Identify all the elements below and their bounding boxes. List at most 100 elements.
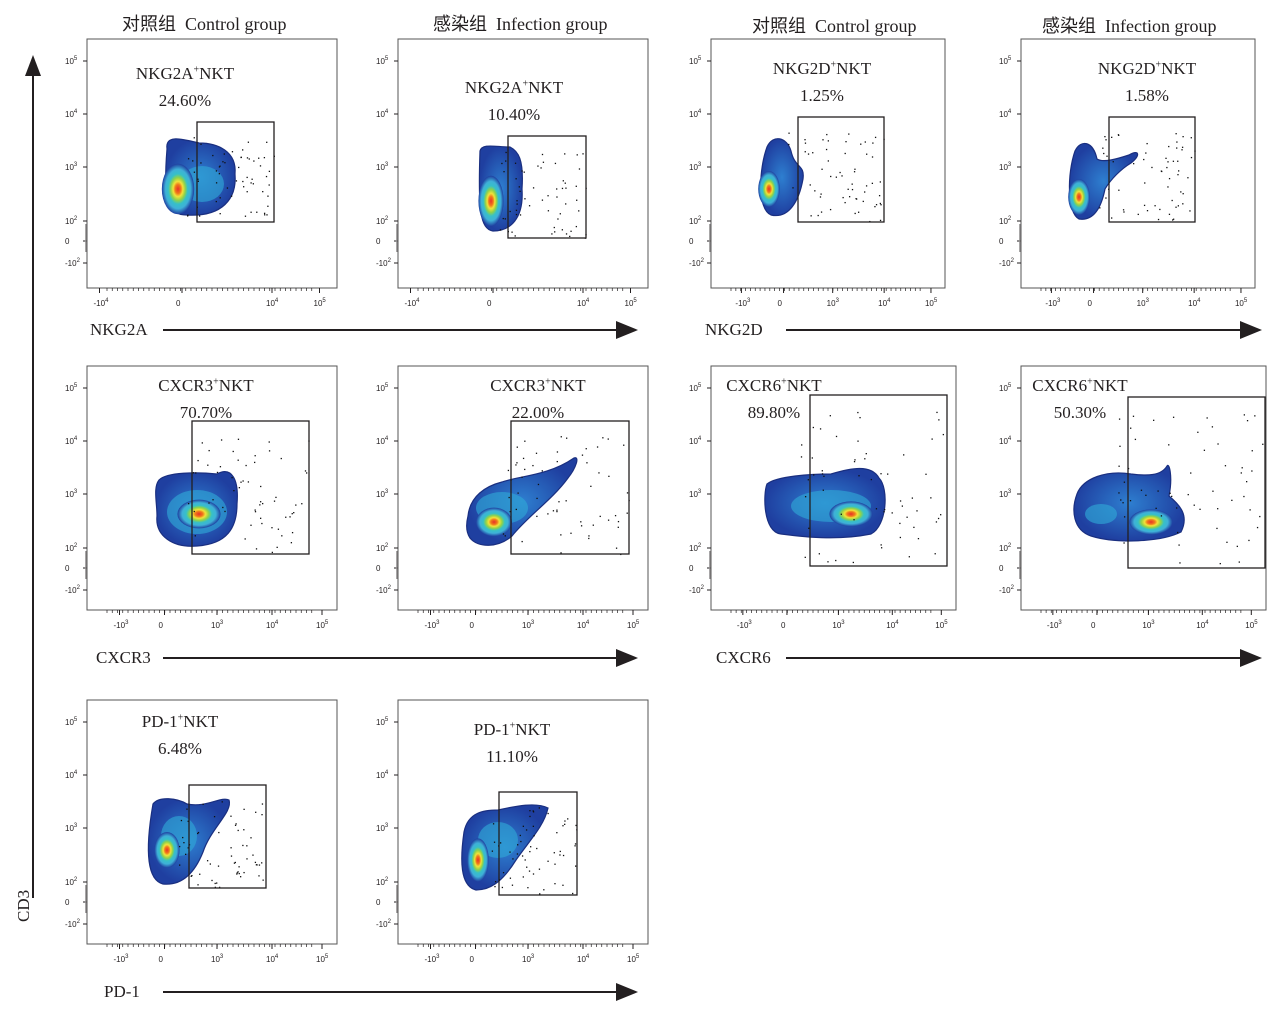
event-dot	[182, 836, 184, 839]
event-dot	[187, 158, 190, 160]
y-tick-label: 103	[999, 162, 1012, 172]
event-dot	[250, 524, 252, 526]
x-axis-label-pd1: PD-1	[104, 982, 140, 1001]
gate-box[interactable]	[188, 784, 267, 889]
gate-label: CXCR6+NKT 50.30%	[1020, 372, 1140, 426]
event-dot	[565, 187, 567, 189]
event-dot	[254, 861, 257, 864]
event-dot	[1177, 531, 1179, 534]
x-tick-label: 105	[1245, 620, 1258, 630]
event-dot	[804, 139, 806, 141]
event-dot	[1249, 509, 1251, 511]
event-dot	[519, 214, 522, 216]
event-dot	[494, 885, 496, 888]
event-dot	[243, 808, 245, 811]
event-dot	[556, 188, 558, 190]
event-dot	[872, 142, 874, 144]
event-dot	[556, 510, 558, 513]
event-dot	[248, 158, 250, 160]
event-dot	[267, 195, 269, 197]
event-dot	[212, 499, 214, 501]
event-dot	[231, 476, 233, 479]
event-dot	[1133, 163, 1135, 165]
event-dot	[596, 446, 599, 448]
gate-percent: 1.25%	[800, 86, 844, 106]
plot-frame	[397, 38, 649, 289]
event-dot	[1154, 205, 1156, 207]
gate-box[interactable]	[809, 394, 948, 567]
event-dot	[862, 200, 864, 203]
y-tick-label: 104	[376, 109, 389, 119]
event-dot	[187, 820, 189, 822]
event-dot	[242, 180, 244, 183]
event-dot	[829, 415, 831, 417]
gate-box[interactable]	[507, 135, 587, 239]
event-dot	[242, 844, 244, 847]
event-dot	[930, 497, 932, 499]
event-dot	[505, 151, 507, 154]
event-dot	[819, 196, 822, 198]
gate-population-name: CXCR6+NKT	[726, 376, 822, 395]
event-dot	[1190, 137, 1192, 139]
event-dot	[185, 853, 187, 855]
event-dot	[537, 483, 540, 486]
event-dot	[547, 513, 549, 515]
event-dot	[598, 472, 600, 474]
flow-panel-7: 105 104 103 102 0 -102 -103 0 103 104 105	[689, 365, 957, 630]
event-dot	[231, 151, 234, 153]
event-dot	[551, 233, 553, 235]
event-dot	[823, 475, 825, 477]
event-dot	[539, 893, 541, 895]
gate-box[interactable]	[191, 420, 310, 555]
event-dot	[258, 864, 261, 866]
event-dot	[1176, 507, 1178, 509]
event-dot	[547, 812, 549, 815]
event-dot	[262, 190, 264, 193]
gate-box[interactable]	[196, 121, 275, 223]
x-tick-label: -103	[425, 954, 441, 964]
event-dot	[1177, 160, 1179, 162]
event-dot	[820, 193, 822, 195]
event-dot	[258, 875, 260, 877]
event-dot	[1211, 426, 1214, 428]
event-dot	[851, 188, 854, 191]
event-dot	[538, 807, 540, 809]
event-dot	[847, 188, 849, 190]
event-dot	[521, 476, 523, 478]
event-dot	[878, 194, 881, 197]
event-dot	[263, 156, 266, 159]
event-dot	[540, 167, 542, 169]
event-dot	[561, 229, 564, 231]
density-core	[1068, 179, 1090, 215]
event-dot	[197, 884, 199, 886]
gate-box[interactable]	[498, 791, 578, 896]
event-dot	[935, 521, 938, 523]
event-dot	[626, 512, 628, 514]
y-tick-label: -102	[999, 585, 1015, 595]
gate-label: NKG2A+NKT 24.60%	[125, 60, 245, 114]
event-dot	[238, 866, 240, 868]
event-dot	[536, 515, 538, 518]
event-dot	[1169, 492, 1171, 494]
gate-box[interactable]	[510, 420, 630, 555]
event-dot	[243, 829, 245, 831]
y-tick-label: 105	[376, 56, 389, 66]
event-dot	[230, 847, 232, 849]
event-dot	[554, 883, 556, 885]
event-dot	[562, 180, 564, 182]
event-dot	[268, 184, 270, 186]
header-en: Infection group	[1105, 16, 1217, 36]
event-dot	[290, 542, 293, 544]
event-dot	[566, 437, 568, 439]
event-dot	[874, 136, 877, 139]
event-dot	[1165, 157, 1167, 159]
gate-box[interactable]	[1127, 396, 1266, 569]
gate-box[interactable]	[797, 116, 885, 223]
event-dot	[501, 886, 504, 889]
event-dot	[246, 191, 248, 193]
gate-box[interactable]	[1108, 116, 1196, 223]
event-dot	[250, 182, 252, 184]
event-dot	[254, 461, 256, 464]
density-mid	[1085, 504, 1117, 524]
event-dot	[191, 874, 193, 877]
